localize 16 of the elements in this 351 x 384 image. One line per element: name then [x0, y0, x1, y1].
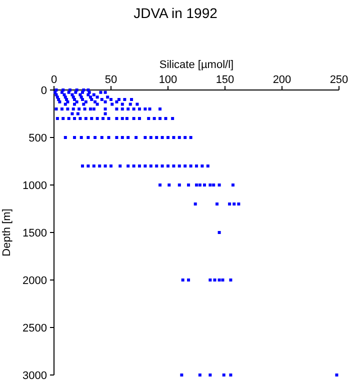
- x-tick-label: 50: [104, 74, 118, 86]
- x-tick-label: 250: [330, 74, 348, 86]
- y-tick-label: 0: [40, 84, 47, 97]
- x-axis-title: Silicate [µmol/l]: [159, 59, 234, 71]
- chart-title: JDVA in 1992: [134, 5, 218, 21]
- y-axis-title: Depth [m]: [1, 208, 13, 256]
- x-tick-label: 100: [158, 74, 178, 86]
- y-tick-label: 2500: [22, 322, 47, 334]
- y-tick-label: 3000: [22, 370, 47, 382]
- y-tick-label: 1500: [22, 227, 47, 240]
- y-tick-label: 1000: [22, 180, 47, 192]
- y-tick-label: 500: [28, 132, 47, 144]
- x-tick-label: 200: [272, 74, 292, 86]
- x-tick-label: 0: [50, 74, 58, 86]
- x-tick-label: 150: [216, 74, 234, 86]
- y-tick-label: 2000: [22, 274, 47, 287]
